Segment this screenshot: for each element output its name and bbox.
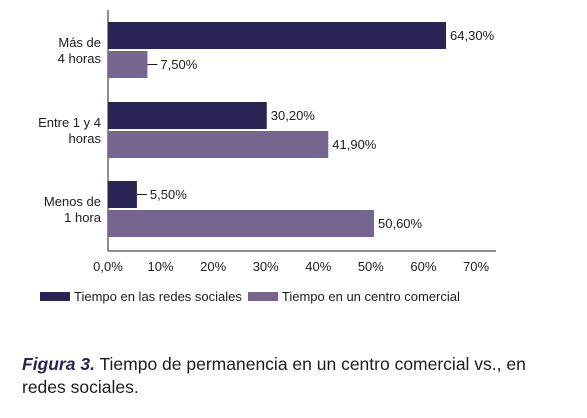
- category-label-2-line2: 1 hora: [64, 210, 102, 225]
- data-label-0-0: 64,30%: [450, 28, 495, 43]
- legend-swatch-social: [40, 292, 70, 301]
- data-label-0-2: 5,50%: [150, 187, 187, 202]
- bar-mall-2: [108, 210, 375, 237]
- data-label-0-1: 30,20%: [271, 108, 316, 123]
- data-label-1-1: 41,90%: [332, 137, 377, 152]
- bar-social-0: [108, 22, 447, 49]
- legend-label-social: Tiempo en las redes sociales: [74, 289, 242, 304]
- legend-item-mall: Tiempo en un centro comercial: [247, 289, 460, 304]
- caption-text: Tiempo de permanencia en un centro comer…: [22, 354, 526, 397]
- bar-mall-0: [108, 51, 148, 78]
- data-label-1-2: 50,60%: [378, 216, 423, 231]
- x-tick-7: 70%: [463, 259, 489, 274]
- category-label-2-line1: Menos de: [44, 194, 101, 209]
- category-label-0-line2: 4 horas: [58, 51, 102, 66]
- x-tick-1: 10%: [148, 259, 174, 274]
- legend: Tiempo en las redes sociales Tiempo en u…: [40, 289, 466, 304]
- x-tick-3: 30%: [253, 259, 279, 274]
- legend-swatch-mall: [247, 292, 278, 301]
- bar-mall-1: [108, 131, 329, 158]
- category-label-1-line1: Entre 1 y 4: [38, 115, 101, 130]
- x-tick-labels: 0,0% 10% 20% 30% 40% 50% 60% 70%: [93, 259, 489, 274]
- x-tick-6: 60%: [410, 259, 436, 274]
- x-tick-0: 0,0%: [93, 259, 123, 274]
- figure-caption: Figura 3. Tiempo de permanencia en un ce…: [22, 353, 562, 399]
- category-label-0-line1: Más de: [58, 35, 101, 50]
- x-tick-4: 40%: [305, 259, 331, 274]
- data-label-1-0: 7,50%: [160, 57, 197, 72]
- bar-chart: 64,30% 30,20% 5,50% 7,50% 41,90% 50,60% Más d…: [38, 10, 496, 274]
- caption-label: Figura 3.: [22, 354, 95, 374]
- bar-social-2: [108, 181, 137, 208]
- x-tick-5: 50%: [358, 259, 384, 274]
- x-tick-2: 20%: [200, 259, 226, 274]
- data-labels: 64,30% 30,20% 5,50% 7,50% 41,90% 50,60%: [136, 28, 495, 231]
- bar-social-1: [108, 102, 267, 129]
- legend-item-social: Tiempo en las redes sociales: [40, 289, 242, 304]
- bars: [108, 22, 447, 237]
- legend-label-mall: Tiempo en un centro comercial: [281, 289, 460, 304]
- category-label-1-line2: horas: [68, 131, 101, 146]
